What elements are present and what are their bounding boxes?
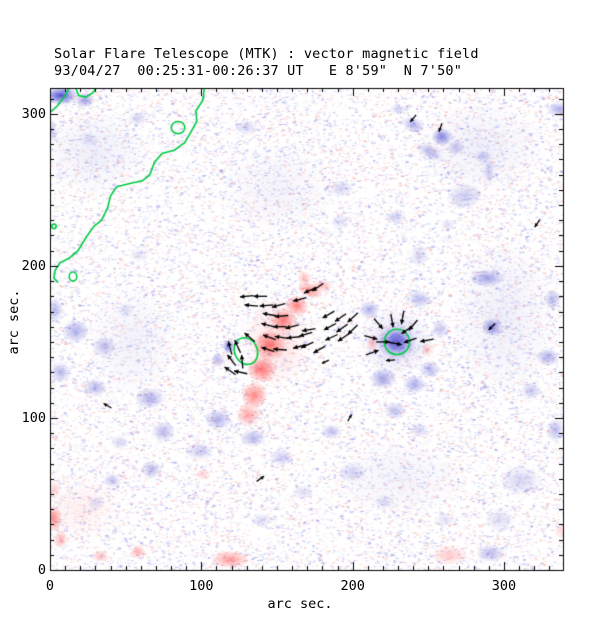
x-tick-label: 200 [340,578,365,594]
y-tick-label: 0 [37,562,46,578]
plot-subtitle: 93/04/27 00:25:31-00:26:37 UT E 8'59" N … [54,63,463,79]
x-tick-label: 0 [45,578,55,594]
y-tick-label: 100 [21,409,46,426]
plot-title: Solar Flare Telescope (MTK) : vector mag… [54,46,479,62]
y-axis-label: arc sec. [6,289,22,355]
x-axis-label: arc sec. [267,596,333,612]
y-tick-label: 300 [21,105,46,122]
x-tick-label: 100 [189,578,214,594]
y-tick-label: 200 [21,257,46,274]
x-tick-label: 300 [491,578,517,594]
